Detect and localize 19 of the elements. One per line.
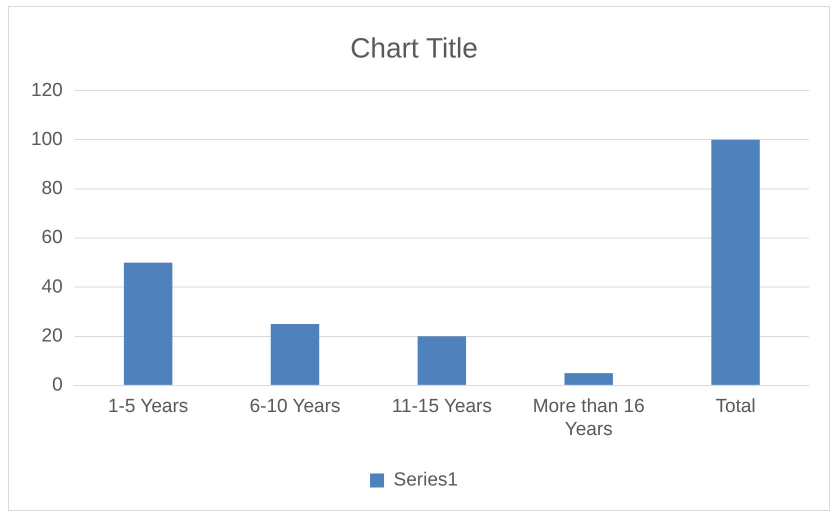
y-tick-label: 60	[42, 227, 63, 248]
x-tick-label: 6-10 Years	[250, 396, 340, 418]
bar	[418, 336, 466, 385]
y-tick-label: 0	[52, 374, 63, 396]
y-tick-label: 40	[42, 276, 63, 298]
y-tick-label: 20	[42, 326, 63, 346]
legend-label: Series1	[394, 470, 458, 491]
bar	[711, 140, 760, 385]
x-tick-label: More than 16 Years	[532, 396, 645, 440]
bar	[124, 262, 172, 385]
chart-title: Chart Title	[350, 32, 478, 64]
bar	[564, 373, 613, 385]
y-tick-label: 120	[31, 80, 63, 101]
y-tick-label: 100	[31, 128, 63, 150]
bar	[270, 324, 320, 385]
x-tick-label: Total	[716, 396, 756, 418]
x-tick-label: 11-15 Years	[392, 396, 492, 418]
x-tick-label: 1-5 Years	[108, 396, 188, 418]
y-tick-label: 80	[42, 178, 63, 200]
